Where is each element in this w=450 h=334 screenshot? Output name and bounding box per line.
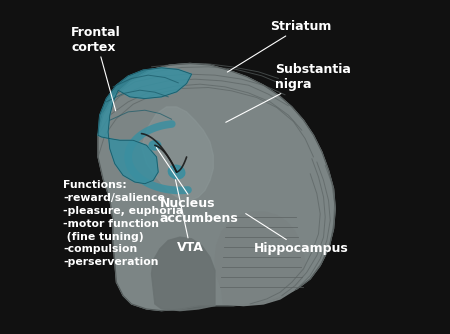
Polygon shape xyxy=(141,107,213,200)
Polygon shape xyxy=(98,68,192,184)
Text: Frontal
cortex: Frontal cortex xyxy=(72,26,121,111)
Ellipse shape xyxy=(168,165,185,179)
Polygon shape xyxy=(215,212,305,306)
Text: VTA: VTA xyxy=(176,180,203,254)
Text: Substantia
nigra: Substantia nigra xyxy=(226,63,351,122)
Text: Striatum: Striatum xyxy=(227,20,332,72)
Text: Functions:
-reward/salience
-pleasure, euphoria
-motor function
 (fine tuning)
-: Functions: -reward/salience -pleasure, e… xyxy=(63,180,183,267)
Ellipse shape xyxy=(149,141,161,150)
Polygon shape xyxy=(152,237,215,311)
Text: Nucleus
accumbens: Nucleus accumbens xyxy=(157,148,238,225)
Text: Hippocampus: Hippocampus xyxy=(246,213,348,255)
Polygon shape xyxy=(98,63,335,311)
